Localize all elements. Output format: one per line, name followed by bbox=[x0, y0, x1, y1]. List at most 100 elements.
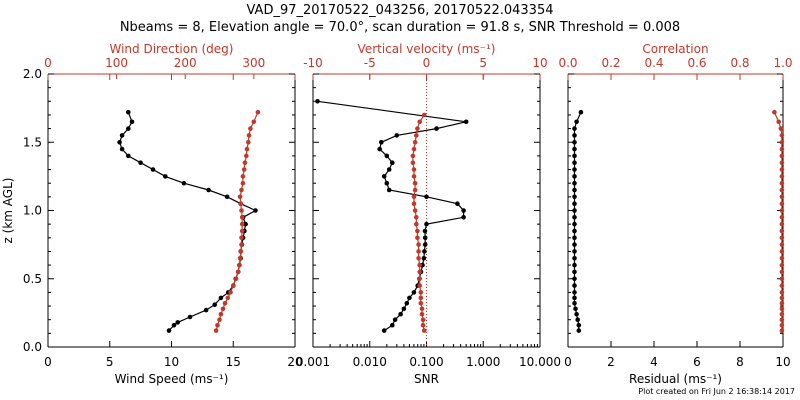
data-point bbox=[239, 221, 245, 227]
data-point bbox=[574, 119, 579, 125]
data-point bbox=[779, 328, 785, 333]
bottom-tick-label: 2 bbox=[607, 355, 615, 369]
data-point bbox=[572, 295, 577, 301]
data-point bbox=[381, 328, 387, 333]
data-point bbox=[412, 180, 418, 186]
data-point bbox=[779, 235, 785, 241]
data-point bbox=[779, 295, 785, 301]
data-point bbox=[573, 306, 578, 312]
bottom-tick-label: 8 bbox=[736, 355, 744, 369]
data-point bbox=[416, 249, 421, 254]
data-point bbox=[401, 306, 407, 312]
data-point bbox=[231, 283, 236, 288]
data-point bbox=[572, 215, 577, 220]
data-point bbox=[572, 208, 577, 213]
data-point bbox=[572, 228, 577, 234]
data-point bbox=[411, 194, 417, 200]
data-point bbox=[255, 109, 261, 115]
data-point bbox=[379, 140, 384, 145]
data-point bbox=[377, 146, 383, 152]
data-point bbox=[238, 249, 244, 254]
data-point bbox=[572, 242, 577, 247]
data-point bbox=[237, 194, 243, 200]
data-point bbox=[228, 290, 233, 295]
data-point bbox=[779, 228, 785, 234]
data-point bbox=[779, 317, 785, 323]
data-point bbox=[420, 317, 426, 323]
chart-subtitle: Nbeams = 8, Elevation angle = 70.0°, sca… bbox=[119, 20, 681, 35]
data-point bbox=[417, 262, 423, 268]
data-point bbox=[203, 307, 209, 313]
data-point bbox=[242, 160, 248, 165]
data-point bbox=[572, 283, 577, 288]
data-point bbox=[246, 133, 252, 138]
data-point bbox=[212, 302, 217, 308]
data-point bbox=[218, 295, 224, 301]
bottom-tick-label: 20 bbox=[287, 355, 302, 369]
data-point bbox=[244, 146, 250, 152]
data-point bbox=[171, 322, 177, 328]
data-point bbox=[416, 242, 421, 247]
data-point bbox=[776, 119, 781, 125]
data-point bbox=[381, 174, 387, 179]
y-axis-title: z (km AGL) bbox=[1, 178, 15, 244]
data-point bbox=[779, 215, 785, 220]
data-point bbox=[463, 119, 469, 125]
data-point bbox=[779, 208, 785, 213]
series-line-1 bbox=[215, 111, 259, 331]
data-point bbox=[239, 208, 244, 213]
data-point bbox=[414, 215, 419, 220]
data-point bbox=[419, 306, 425, 312]
bottom-tick-label: 1.000 bbox=[466, 355, 500, 369]
data-point bbox=[243, 221, 248, 227]
data-point bbox=[384, 153, 390, 159]
data-point bbox=[779, 153, 785, 159]
data-point bbox=[412, 187, 418, 193]
bottom-tick-label: 0 bbox=[44, 355, 52, 369]
data-point bbox=[779, 174, 785, 179]
data-point bbox=[779, 201, 785, 206]
data-point bbox=[414, 221, 419, 227]
bottom-tick-label: 5 bbox=[106, 355, 114, 369]
data-point bbox=[248, 126, 253, 131]
data-point bbox=[572, 146, 577, 152]
series-line-1 bbox=[773, 111, 783, 331]
data-point bbox=[779, 160, 785, 165]
data-point bbox=[415, 235, 420, 241]
data-point bbox=[240, 180, 246, 186]
data-point bbox=[422, 235, 428, 241]
data-point bbox=[398, 311, 403, 317]
data-point bbox=[239, 242, 244, 247]
data-point bbox=[126, 109, 131, 115]
data-point bbox=[779, 301, 785, 306]
data-point bbox=[772, 109, 777, 115]
data-point bbox=[415, 126, 420, 131]
top-tick-label: -10 bbox=[303, 56, 323, 70]
bottom-tick-label: 10 bbox=[164, 355, 179, 369]
data-point bbox=[239, 228, 245, 234]
data-point bbox=[386, 167, 392, 172]
data-point bbox=[424, 194, 429, 200]
data-point bbox=[416, 255, 421, 261]
bottom-tick-label: 0.100 bbox=[409, 355, 443, 369]
data-point bbox=[138, 160, 143, 165]
data-point bbox=[126, 126, 131, 131]
data-point bbox=[414, 133, 419, 138]
bottom-tick-label: 15 bbox=[226, 355, 241, 369]
data-point bbox=[220, 306, 226, 312]
bottom-tick-label: 10.000 bbox=[519, 355, 561, 369]
data-point bbox=[779, 194, 785, 200]
data-point bbox=[239, 235, 244, 241]
data-point bbox=[572, 249, 577, 254]
data-point bbox=[422, 242, 428, 247]
top-tick-label: 0.6 bbox=[687, 56, 706, 70]
bottom-tick-label: 0.010 bbox=[353, 355, 387, 369]
data-point bbox=[411, 201, 417, 206]
data-point bbox=[417, 283, 423, 288]
data-point bbox=[572, 133, 577, 138]
data-point bbox=[424, 221, 429, 227]
data-point bbox=[417, 119, 423, 125]
data-point bbox=[239, 187, 244, 193]
data-point bbox=[779, 167, 785, 172]
data-point bbox=[411, 174, 417, 179]
